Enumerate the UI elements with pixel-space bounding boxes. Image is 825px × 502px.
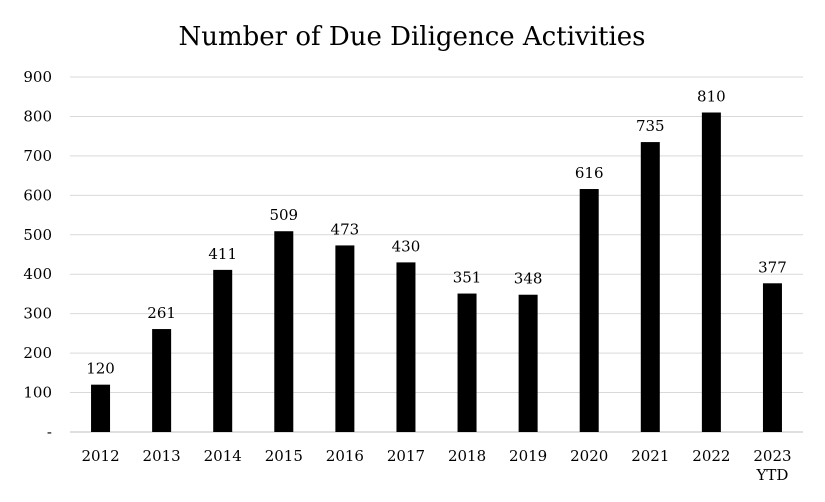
data-label: 473 — [331, 220, 360, 238]
y-tick-label: 800 — [23, 107, 52, 125]
x-axis-ticks: 2012 2013 2014 2015 2016 2017 2018 2019 2020 2021… — [81, 447, 791, 484]
bar — [152, 329, 172, 432]
y-tick-label: 200 — [23, 344, 52, 362]
x-tick-label: 2012 — [81, 447, 119, 465]
y-tick-label: 400 — [23, 265, 52, 283]
data-label: 377 — [758, 258, 787, 276]
y-tick-label: - — [47, 423, 52, 441]
bar — [274, 231, 294, 432]
bar — [579, 189, 599, 432]
data-label: 351 — [453, 269, 482, 287]
data-label: 120 — [86, 360, 115, 378]
bar — [213, 269, 233, 432]
data-label: 348 — [514, 270, 543, 288]
y-tick-label: 600 — [23, 186, 52, 204]
data-label: 509 — [269, 206, 298, 224]
y-tick-label: 900 — [23, 68, 52, 86]
bar — [91, 384, 111, 432]
x-tick-label: 2019 — [509, 447, 547, 465]
bars — [91, 112, 782, 433]
gridlines — [70, 76, 803, 433]
bar — [457, 293, 477, 432]
y-tick-label: 700 — [23, 147, 52, 165]
x-tick-label: 2014 — [204, 447, 242, 465]
x-tick-label: 2013 — [143, 447, 181, 465]
y-axis-ticks: - 100 200 300 400 500 600 700 800 900 — [23, 68, 52, 441]
x-tick-label: 2016 — [326, 447, 364, 465]
data-label: 616 — [575, 164, 604, 182]
bar — [640, 142, 660, 433]
x-tick-label: 2017 — [387, 447, 425, 465]
bar — [396, 262, 416, 432]
x-tick-label: 2015 — [265, 447, 303, 465]
data-label: 261 — [147, 304, 176, 322]
x-tick-label: 2021 — [631, 447, 669, 465]
bar — [518, 294, 538, 432]
x-tick-label: 2023 — [753, 447, 791, 465]
bar — [762, 283, 782, 432]
y-tick-label: 100 — [23, 384, 52, 402]
data-label: 411 — [208, 245, 237, 263]
data-label: 810 — [697, 88, 726, 106]
x-tick-label: YTD — [755, 466, 788, 484]
chart-title: Number of Due Diligence Activities — [178, 22, 645, 52]
y-tick-label: 300 — [23, 305, 52, 323]
data-labels: 120 261 411 509 473 430 351 348 616 735 810 377 — [86, 88, 787, 378]
y-tick-label: 500 — [23, 226, 52, 244]
x-tick-label: 2018 — [448, 447, 486, 465]
bar — [335, 245, 355, 432]
x-tick-label: 2022 — [692, 447, 730, 465]
x-tick-label: 2020 — [570, 447, 608, 465]
data-label: 430 — [392, 237, 421, 255]
bar — [701, 112, 721, 432]
data-label: 735 — [636, 117, 665, 135]
